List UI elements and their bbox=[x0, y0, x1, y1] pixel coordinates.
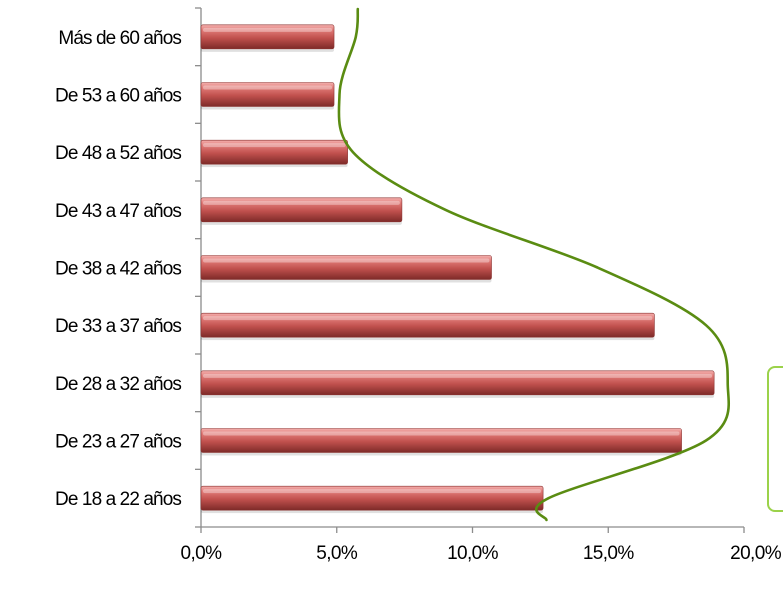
bar-body bbox=[200, 197, 403, 223]
category-label: De 23 a 27 años bbox=[55, 432, 181, 453]
bar bbox=[200, 197, 403, 225]
bar-body bbox=[200, 312, 655, 338]
bar-body bbox=[200, 82, 335, 107]
trend-curve-group bbox=[337, 7, 731, 522]
category-label: De 38 a 42 años bbox=[55, 259, 181, 280]
category-label: De 48 a 52 años bbox=[55, 143, 181, 164]
bar-highlight bbox=[203, 200, 400, 205]
category-label: De 53 a 60 años bbox=[55, 86, 181, 107]
bar-body bbox=[200, 428, 682, 453]
bar bbox=[200, 312, 655, 341]
legend-box bbox=[767, 366, 783, 512]
bar-highlight bbox=[203, 143, 346, 148]
bar-highlight bbox=[203, 258, 490, 263]
category-label: Más de 60 años bbox=[58, 28, 181, 49]
bar-highlight bbox=[203, 489, 542, 494]
x-tick-label: 15,0% bbox=[583, 543, 635, 564]
tick-labels: 0,0% 5,0% 10,0% 15,0% 20,0% bbox=[181, 543, 783, 564]
x-tick-label: 5,0% bbox=[316, 543, 358, 564]
bar-highlight bbox=[203, 373, 713, 378]
category-labels: Más de 60 años De 53 a 60 años De 48 a 52 … bbox=[55, 28, 182, 510]
bar bbox=[200, 24, 335, 52]
bar bbox=[200, 485, 544, 514]
bar-body bbox=[200, 139, 348, 165]
bar bbox=[200, 428, 682, 456]
bar-body bbox=[200, 370, 715, 396]
bar-highlight bbox=[203, 85, 333, 90]
x-tick-label: 20,0% bbox=[730, 543, 782, 564]
bar-body bbox=[200, 255, 492, 280]
bar bbox=[200, 139, 348, 168]
bar bbox=[200, 370, 715, 398]
category-label: De 18 a 22 años bbox=[55, 489, 181, 510]
category-label: De 43 a 47 años bbox=[55, 201, 181, 222]
category-label: De 33 a 37 años bbox=[55, 316, 181, 337]
bar-highlight bbox=[203, 316, 653, 321]
bar bbox=[200, 255, 492, 283]
category-label: De 28 a 32 años bbox=[55, 374, 181, 395]
bar-body bbox=[200, 485, 544, 511]
bar-highlight bbox=[203, 27, 333, 32]
x-tick-label: 10,0% bbox=[447, 543, 499, 564]
bars bbox=[200, 24, 715, 514]
trend-curve bbox=[337, 7, 731, 522]
bar bbox=[200, 82, 335, 110]
bar-highlight bbox=[203, 431, 680, 436]
x-tick-label: 0,0% bbox=[181, 543, 223, 564]
bar-body bbox=[200, 24, 335, 50]
